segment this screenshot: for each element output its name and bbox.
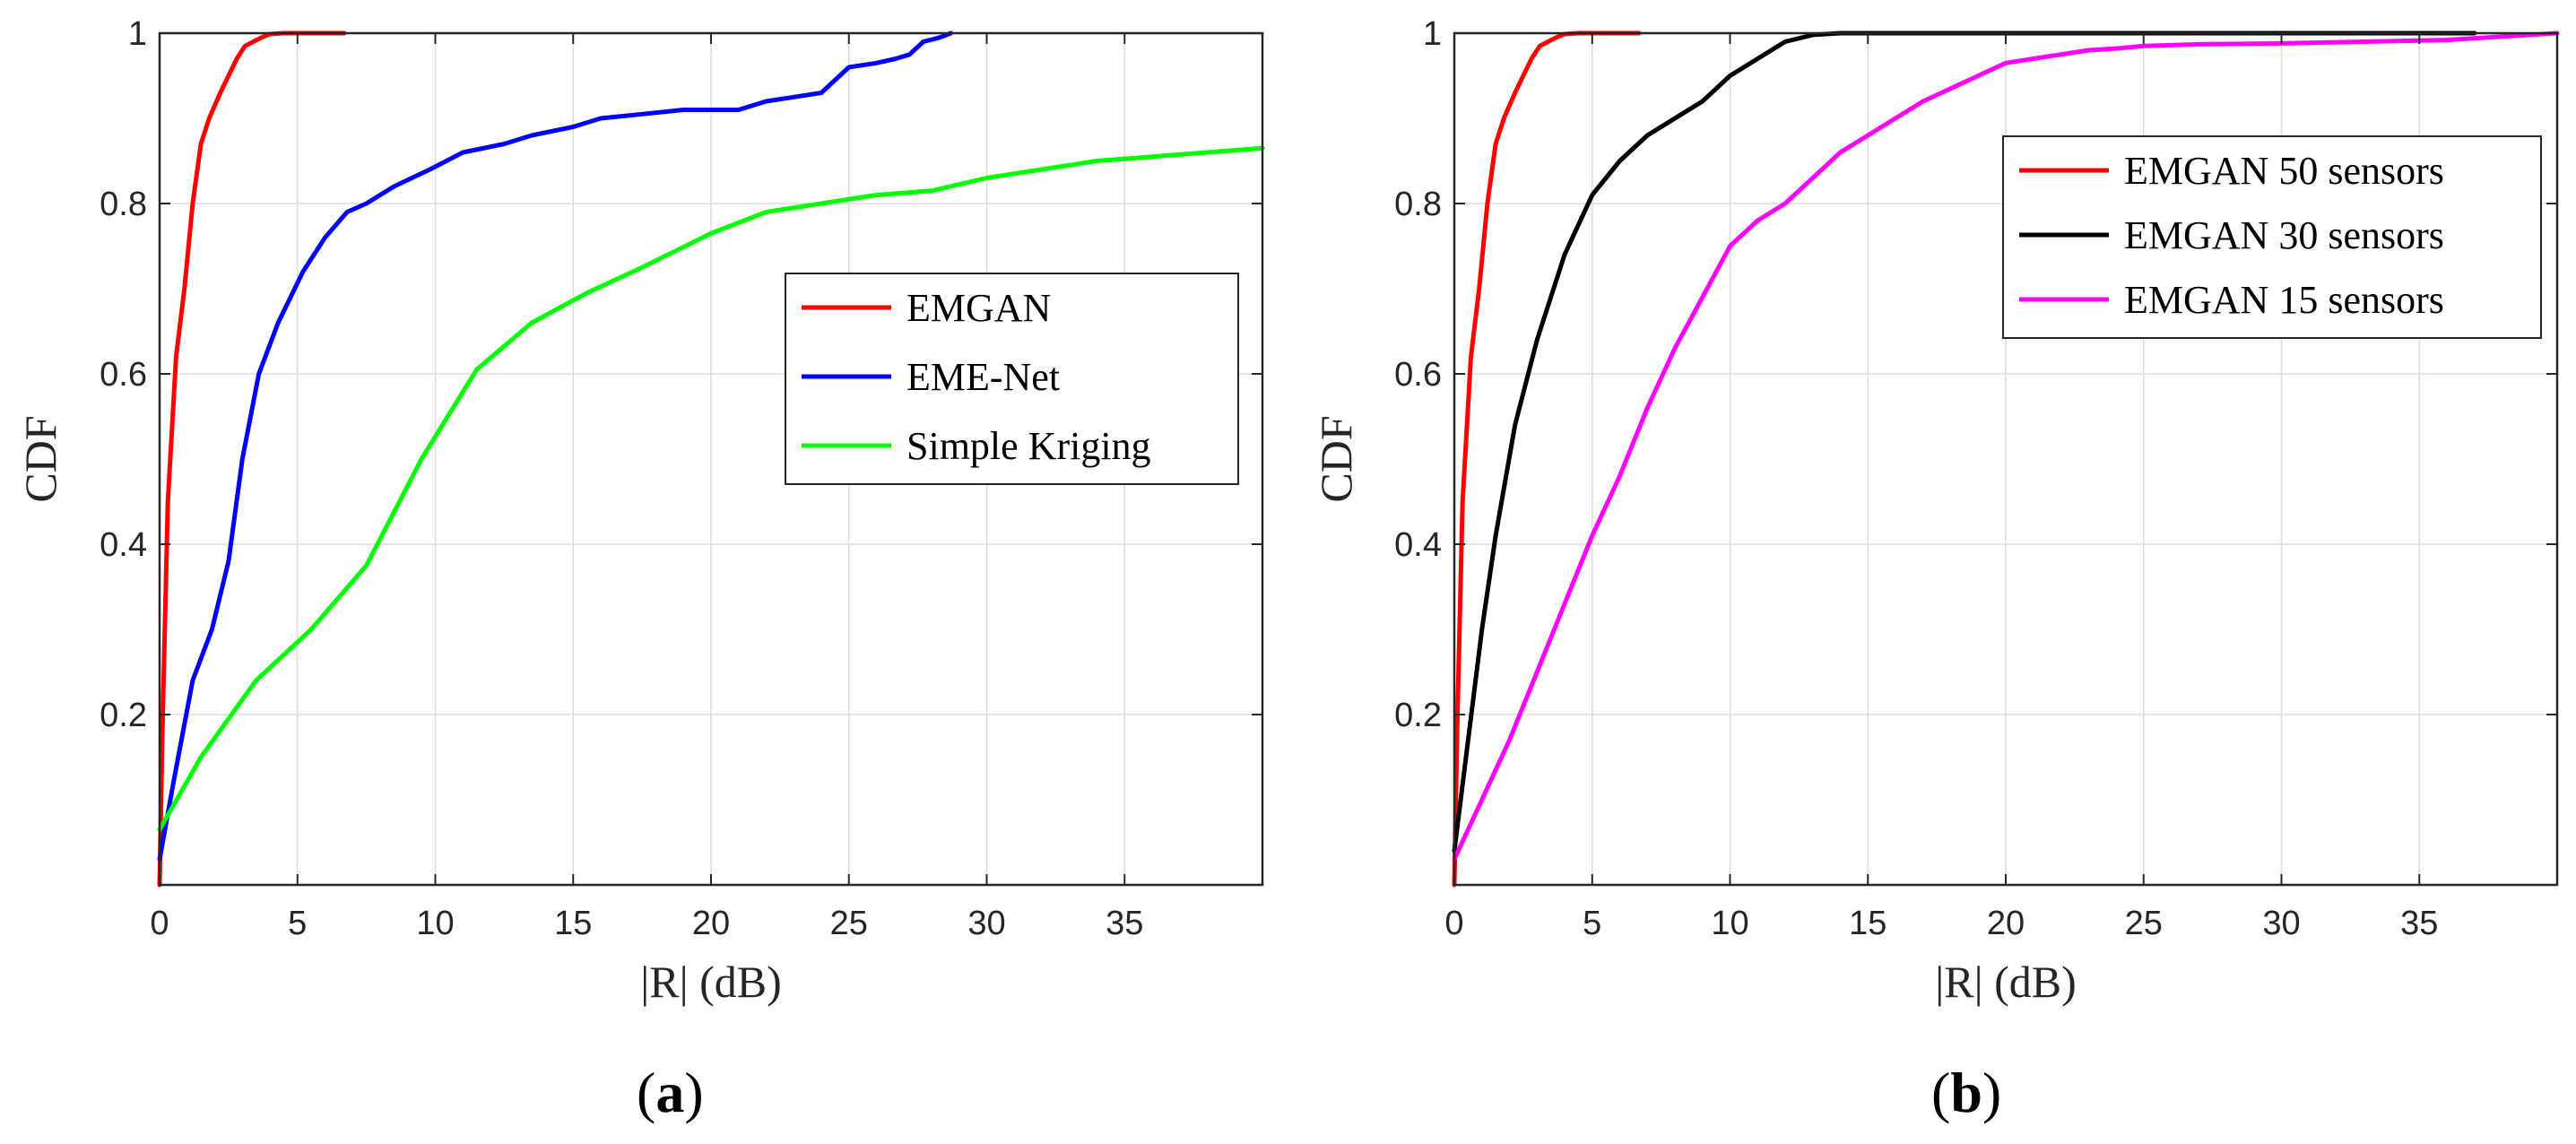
legend-entry-label: EME-Net: [906, 355, 1060, 399]
series-line-eme-net: [157, 30, 953, 862]
y-tick-label: 0.8: [1394, 186, 1442, 223]
x-tick-label: 0: [1444, 905, 1463, 942]
y-tick-label: 0.2: [1394, 697, 1442, 734]
x-tick-label: 30: [2262, 905, 2300, 942]
y-tick-label: 0.2: [100, 697, 147, 734]
y-tick-label: 1: [128, 15, 147, 53]
x-tick-label: 5: [1583, 905, 1601, 942]
panel-label-close: ): [1982, 1061, 2001, 1124]
x-tick-label: 15: [1849, 905, 1886, 942]
legend: EMGAN EME-Net Simple Kriging: [785, 273, 1239, 485]
x-tick-label: 0: [150, 905, 169, 942]
x-tick-label: 20: [692, 905, 730, 942]
panel-label-close: ): [684, 1061, 703, 1124]
panel-label-open: (: [1931, 1061, 1950, 1124]
x-tick-label: 35: [2400, 905, 2438, 942]
x-tick-label: 10: [1711, 905, 1748, 942]
panel-label: (a): [637, 1061, 704, 1124]
legend: EMGAN 50 sensors EMGAN 30 sensors EMGAN 15…: [2002, 135, 2542, 339]
x-tick-label: 10: [416, 905, 454, 942]
x-axis-label: |R| (dB): [640, 957, 782, 1007]
panel-label-letter: a: [655, 1061, 684, 1124]
legend-entry-label: EMGAN 15 sensors: [2124, 278, 2444, 322]
series-line-emgan-15-sensors: [1452, 30, 2560, 862]
panel-label-letter: b: [1950, 1061, 1982, 1124]
chart-b: 0 5 10 15 20 25 30 35 0.2 0.4 0.6 0.8 1 |R| (dB) CDF EM…: [1311, 15, 2560, 1124]
x-tick-label: 5: [288, 905, 307, 942]
y-axis-label: CDF: [1311, 415, 1361, 502]
chart-a: 0 5 10 15 20 25 30 35 0.2 0.4 0.6 0.8 1 |R| (dB) CDF EM…: [15, 15, 1265, 1124]
legend-entry-label: EMGAN: [906, 286, 1051, 330]
y-tick-label: 0.8: [100, 186, 147, 223]
y-tick-label: 1: [1423, 15, 1442, 53]
x-tick-label: 20: [1987, 905, 2025, 942]
y-tick-label: 0.4: [1394, 526, 1442, 564]
y-axis-label: CDF: [15, 415, 65, 502]
panel-label-open: (: [637, 1061, 655, 1124]
legend-entry-label: Simple Kriging: [906, 424, 1151, 468]
x-tick-label: 15: [554, 905, 592, 942]
x-tick-label: 25: [2125, 905, 2163, 942]
y-tick-label: 0.6: [1394, 356, 1442, 394]
x-tick-label: 35: [1106, 905, 1143, 942]
x-axis-label: |R| (dB): [1935, 957, 2077, 1007]
legend-entry-label: EMGAN 50 sensors: [2124, 149, 2444, 193]
y-tick-label: 0.6: [100, 356, 147, 394]
y-tick-label: 0.4: [100, 526, 147, 564]
legend-entry-label: EMGAN 30 sensors: [2124, 213, 2444, 257]
panel-label: (b): [1931, 1061, 2001, 1124]
series-line-simple-kriging: [157, 145, 1265, 832]
x-tick-label: 30: [967, 905, 1005, 942]
x-tick-label: 25: [830, 905, 868, 942]
